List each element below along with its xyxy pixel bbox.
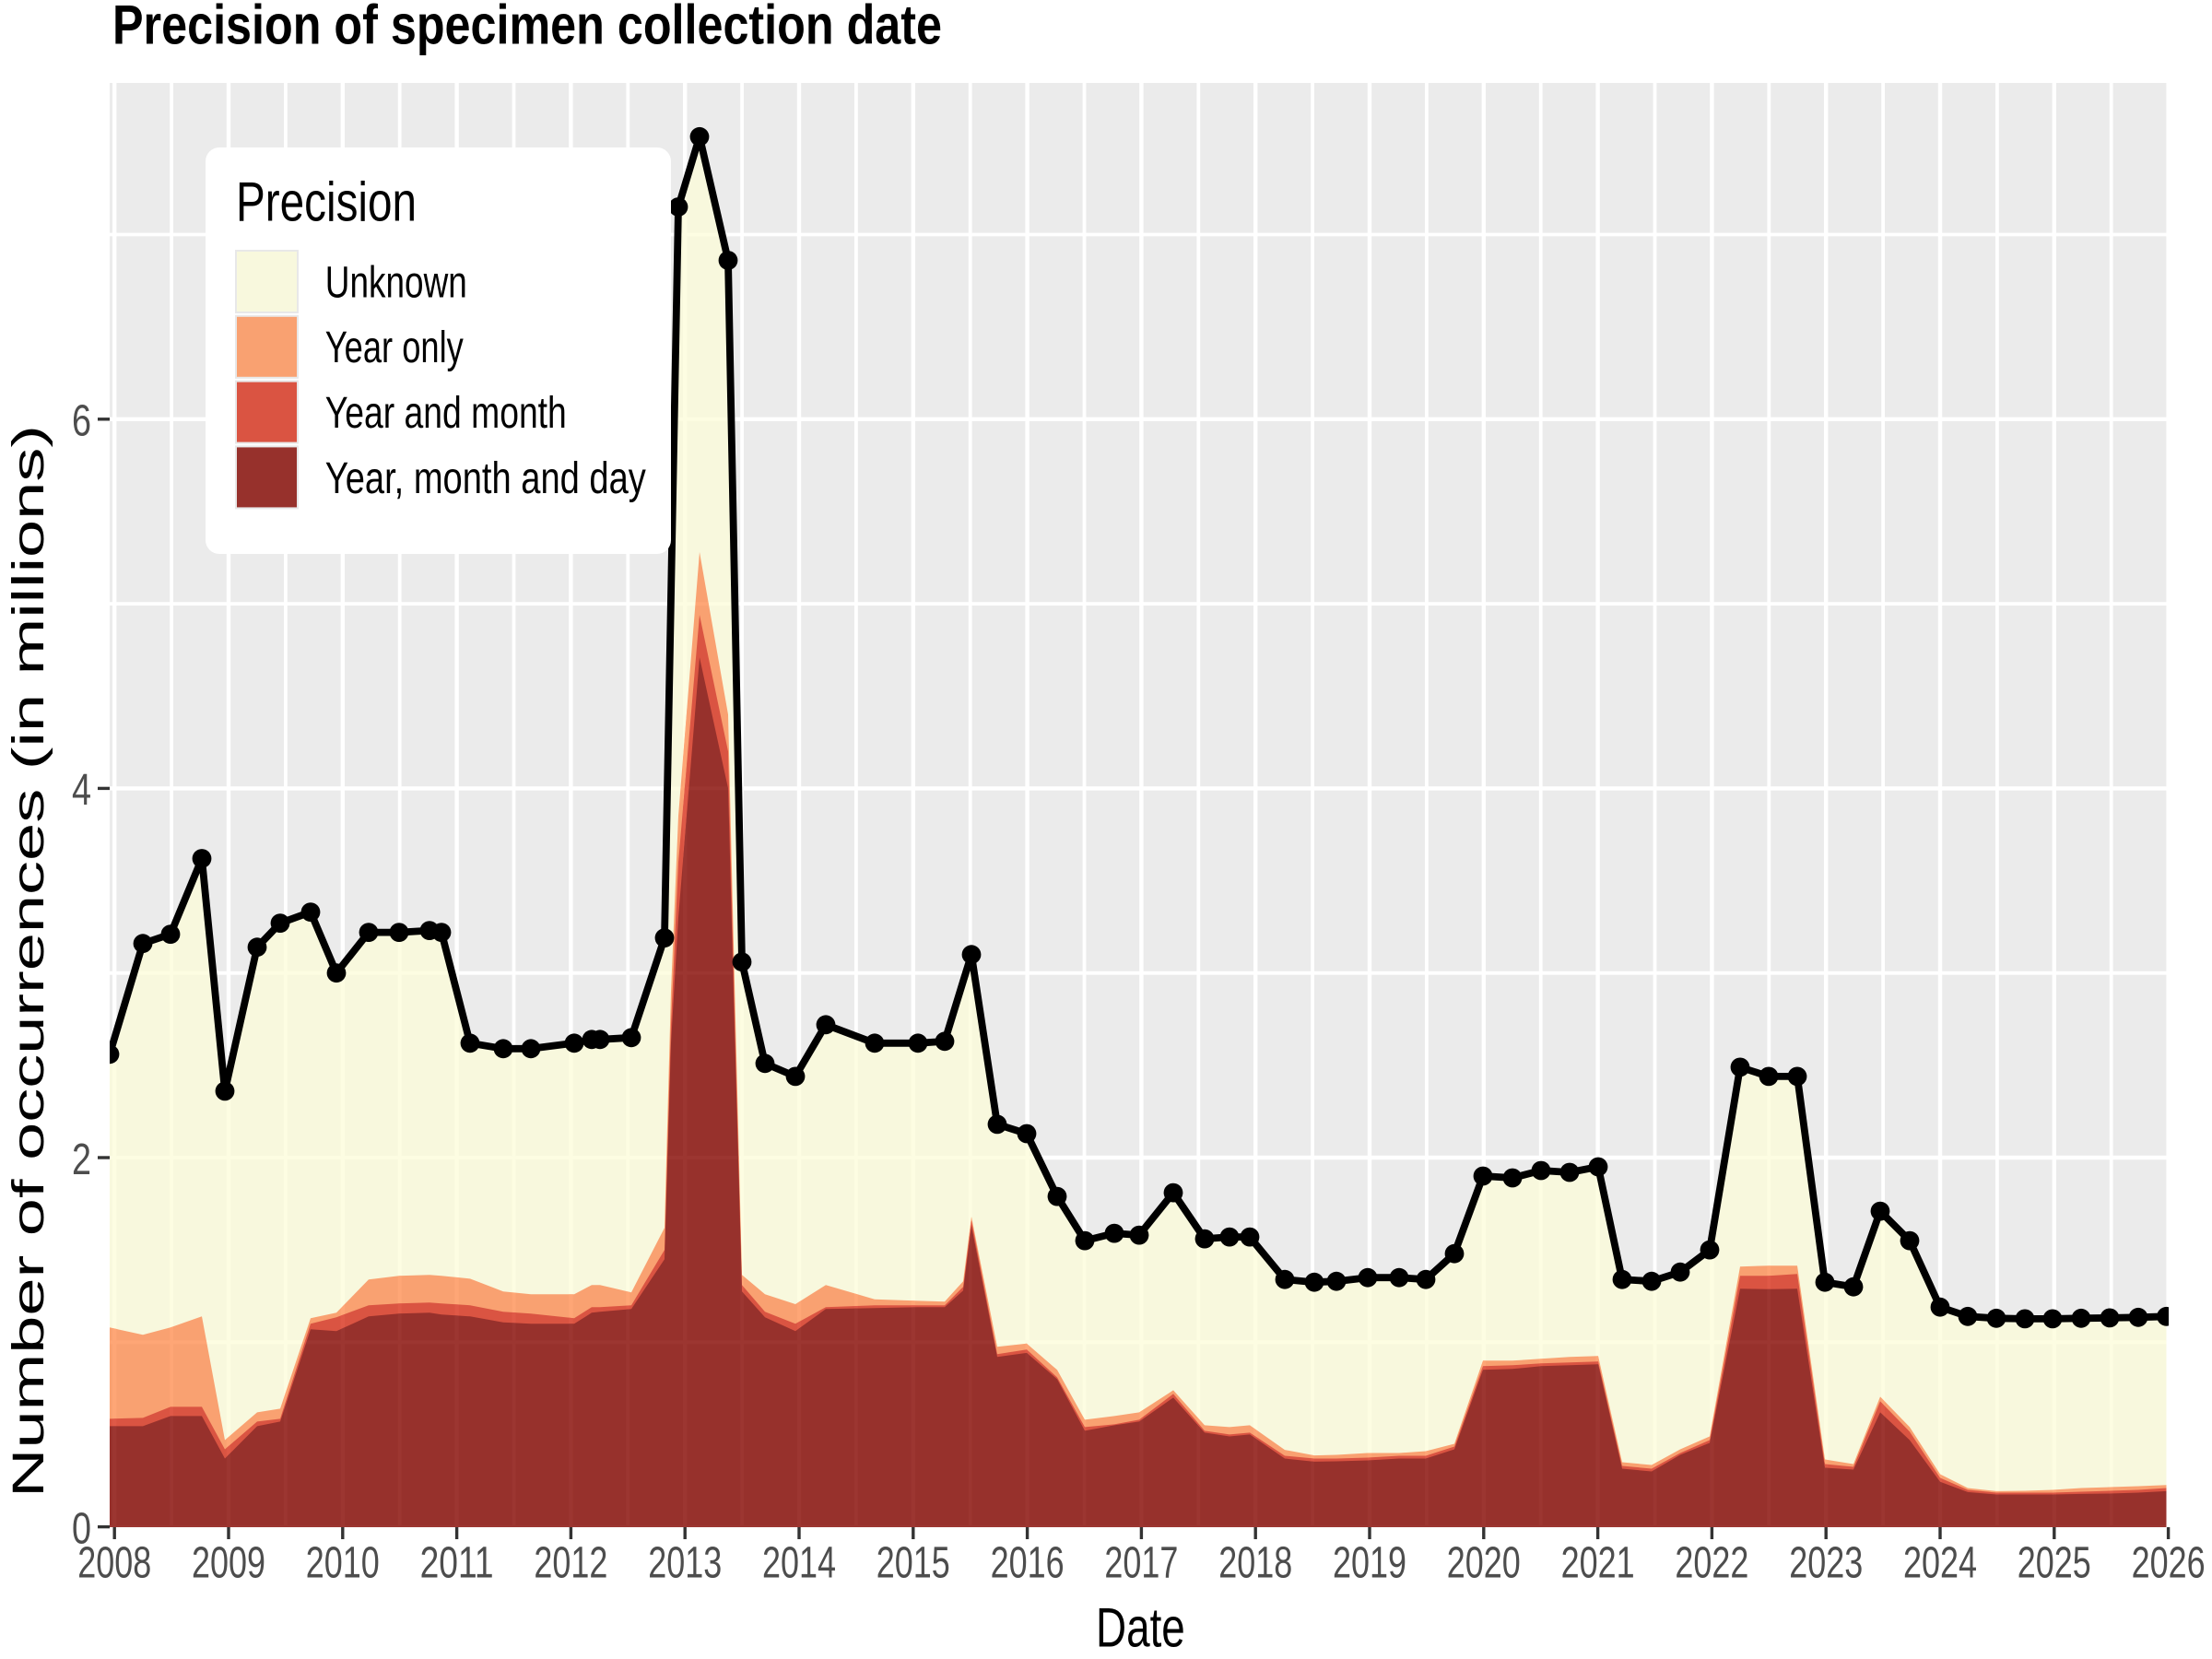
svg-text:2012: 2012	[534, 1539, 607, 1588]
svg-text:2: 2	[72, 1135, 91, 1184]
svg-text:Year and month: Year and month	[325, 389, 567, 438]
svg-text:2008: 2008	[77, 1539, 151, 1588]
svg-text:Precision of specimen collecti: Precision of specimen collection date	[112, 0, 942, 56]
svg-text:2021: 2021	[1561, 1539, 1635, 1588]
svg-text:2014: 2014	[762, 1539, 836, 1588]
svg-text:0: 0	[72, 1504, 91, 1553]
svg-text:Year, month and day: Year, month and day	[325, 454, 646, 503]
svg-text:Unknown: Unknown	[325, 258, 467, 307]
svg-text:2010: 2010	[306, 1539, 380, 1588]
svg-text:2017: 2017	[1104, 1539, 1178, 1588]
svg-text:2026: 2026	[2132, 1539, 2206, 1588]
svg-text:2015: 2015	[877, 1539, 950, 1588]
svg-text:4: 4	[72, 766, 91, 815]
svg-text:Precision: Precision	[236, 171, 417, 233]
svg-text:2019: 2019	[1333, 1539, 1406, 1588]
svg-text:Year only: Year only	[325, 324, 464, 372]
svg-text:2023: 2023	[1789, 1539, 1863, 1588]
svg-text:Number of occurrences (in mill: Number of occurrences (in millions)	[5, 425, 53, 1498]
svg-text:6: 6	[72, 397, 91, 446]
svg-text:Date: Date	[1096, 1596, 1185, 1658]
svg-text:2022: 2022	[1675, 1539, 1748, 1588]
svg-text:2009: 2009	[192, 1539, 265, 1588]
svg-text:2011: 2011	[420, 1539, 494, 1588]
svg-text:2024: 2024	[1903, 1539, 1977, 1588]
svg-text:2016: 2016	[991, 1539, 1065, 1588]
svg-text:2020: 2020	[1447, 1539, 1521, 1588]
svg-text:2013: 2013	[648, 1539, 722, 1588]
svg-text:2025: 2025	[2018, 1539, 2091, 1588]
svg-text:2018: 2018	[1218, 1539, 1292, 1588]
